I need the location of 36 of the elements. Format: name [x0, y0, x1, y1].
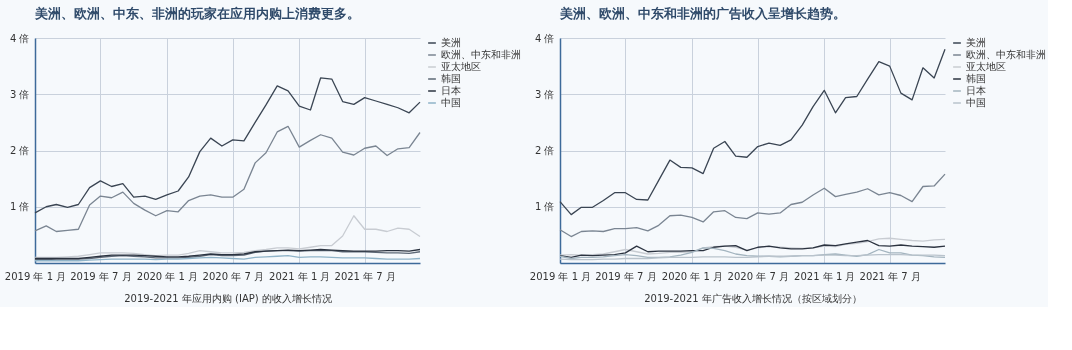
y-tick-label: 2 倍: [9, 145, 30, 156]
x-tick-label: 2021 年 1 月: [269, 270, 331, 282]
x-axis-title: 2019-2021 年广告收入增长情况（按区域划分）: [644, 292, 862, 304]
x-tick-label: 2020 年 1 月: [136, 270, 199, 282]
x-tick-label: 2020 年 7 月: [727, 270, 789, 282]
y-tick-label: 1 倍: [534, 201, 555, 213]
y-tick-label: 4 倍: [9, 32, 30, 44]
x-tick-label: 2019 年 7 月: [70, 270, 132, 282]
legend-label: 韩国: [966, 73, 986, 84]
chart-title: 美洲、欧洲、中东、非洲的玩家在应用内购上消费更多。: [34, 6, 360, 21]
legend-label: 亚太地区: [441, 61, 481, 72]
legend-label: 日本: [966, 85, 986, 96]
legend-label: 韩国: [441, 73, 461, 84]
x-tick-label: 2020 年 1 月: [661, 270, 724, 282]
legend-label: 亚太地区: [966, 61, 1006, 72]
chart-title: 美洲、欧洲、中东和非洲的广告收入呈增长趋势。: [559, 6, 846, 21]
y-tick-label: 3 倍: [534, 88, 555, 100]
y-tick-label: 3 倍: [9, 88, 30, 100]
x-tick-label: 2019 年 1 月: [4, 270, 67, 282]
legend-label: 欧洲、中东和非洲: [966, 49, 1046, 60]
x-tick-label: 2019 年 1 月: [529, 270, 592, 282]
x-axis-title: 2019-2021 年应用内购 (IAP) 的收入增长情况: [124, 292, 332, 304]
x-tick-label: 2019 年 7 月: [595, 270, 657, 282]
legend-label: 美洲: [966, 37, 986, 48]
legend-label: 日本: [441, 85, 461, 96]
x-tick-label: 2021 年 7 月: [859, 270, 921, 282]
legend-label: 中国: [966, 97, 986, 108]
legend-label: 欧洲、中东和非洲: [441, 49, 521, 60]
y-tick-label: 1 倍: [9, 201, 30, 213]
legend-label: 中国: [441, 97, 461, 108]
x-tick-label: 2021 年 1 月: [794, 270, 856, 282]
y-tick-label: 2 倍: [534, 145, 555, 156]
legend-label: 美洲: [441, 37, 461, 48]
x-tick-label: 2021 年 7 月: [334, 270, 396, 282]
x-tick-label: 2020 年 7 月: [202, 270, 264, 282]
y-tick-label: 4 倍: [534, 32, 555, 44]
